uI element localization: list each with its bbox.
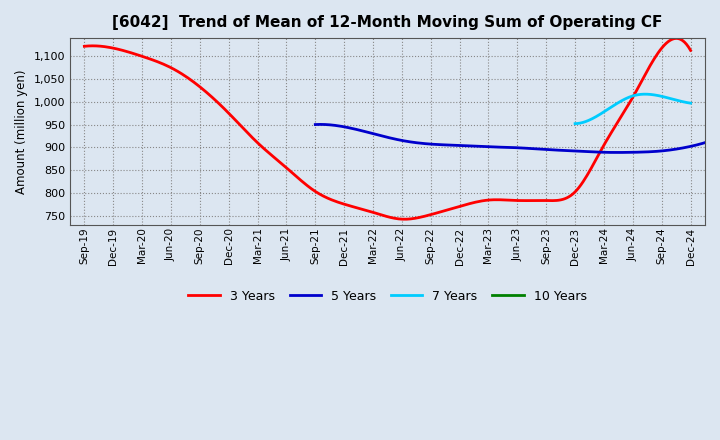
Line: 7 Years: 7 Years [575, 94, 690, 124]
5 Years [611, 150, 620, 155]
7 Years [686, 100, 695, 106]
7 Years [676, 99, 685, 104]
Y-axis label: Amount (million yen): Amount (million yen) [15, 69, 28, 194]
3 Years [453, 205, 462, 210]
3 Years [593, 154, 602, 160]
5 Years [311, 122, 320, 127]
3 Years [82, 44, 91, 49]
5 Years [312, 122, 321, 127]
7 Years [639, 92, 648, 97]
3 Years [80, 44, 89, 49]
3 Years [400, 216, 409, 222]
7 Years [668, 96, 677, 102]
5 Years [601, 150, 610, 155]
3 Years [686, 48, 695, 53]
Title: [6042]  Trend of Mean of 12-Month Moving Sum of Operating CF: [6042] Trend of Mean of 12-Month Moving … [112, 15, 662, 30]
7 Years [639, 92, 648, 97]
5 Years [613, 150, 621, 155]
7 Years [642, 92, 650, 97]
3 Years [443, 207, 451, 213]
3 Years [631, 89, 640, 95]
Legend: 3 Years, 5 Years, 7 Years, 10 Years: 3 Years, 5 Years, 7 Years, 10 Years [184, 285, 592, 308]
7 Years [641, 92, 649, 97]
Line: 3 Years: 3 Years [84, 38, 690, 219]
Line: 5 Years: 5 Years [315, 123, 720, 153]
3 Years [672, 36, 680, 41]
7 Years [571, 121, 580, 126]
5 Years [603, 150, 612, 155]
7 Years [571, 121, 580, 126]
3 Years [441, 208, 449, 213]
